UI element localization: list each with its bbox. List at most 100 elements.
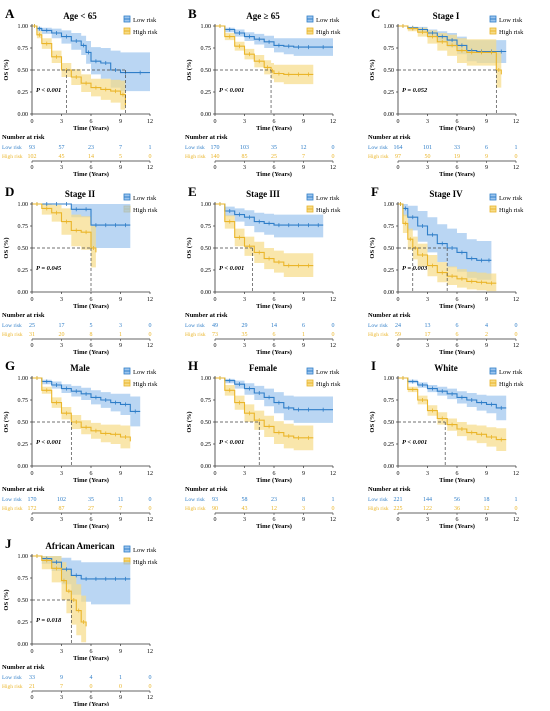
risk-row-label-low: Low risk bbox=[368, 323, 388, 329]
x-axis-label: Time (Years) bbox=[73, 125, 109, 132]
legend-high-label: High risk bbox=[316, 29, 341, 36]
km-panel-e: E Stage III Low risk High risk 0.00 0.25 0.50 0… bbox=[185, 184, 341, 356]
y-tick-label: 0.00 bbox=[384, 290, 395, 296]
risk-row-label-low: Low risk bbox=[185, 145, 205, 151]
km-panel-g: G Male Low risk High risk 0.00 0.25 0.50 0.75 1.… bbox=[2, 358, 158, 530]
risk-count-high: 6 bbox=[456, 332, 459, 338]
y-tick-label: 0.50 bbox=[201, 246, 212, 252]
legend-high-label: High risk bbox=[316, 207, 341, 214]
legend: Low risk High risk bbox=[306, 367, 341, 388]
y-axis-label: OS (%) bbox=[3, 59, 10, 80]
y-tick-label: 0.75 bbox=[18, 224, 29, 230]
risk-count-low: 170 bbox=[28, 497, 37, 503]
x-tick-label: 12 bbox=[513, 471, 519, 477]
legend-low-label: Low risk bbox=[499, 369, 523, 376]
risk-count-high: 97 bbox=[395, 154, 401, 160]
risk-x-tick-label: 0 bbox=[214, 165, 217, 171]
risk-count-low: 6 bbox=[302, 323, 305, 329]
risk-x-tick-label: 9 bbox=[302, 517, 305, 523]
risk-count-low: 144 bbox=[423, 497, 432, 503]
risk-x-tick-label: 9 bbox=[485, 517, 488, 523]
risk-count-low: 35 bbox=[271, 145, 277, 151]
risk-x-tick-label: 3 bbox=[243, 165, 246, 171]
panel-title: African American bbox=[45, 541, 114, 551]
panel-letter: G bbox=[5, 358, 15, 373]
ci-band-high bbox=[215, 204, 314, 277]
risk-count-high: 90 bbox=[212, 506, 218, 512]
risk-count-low: 12 bbox=[301, 145, 307, 151]
risk-x-tick-label: 3 bbox=[243, 517, 246, 523]
risk-count-low: 7 bbox=[119, 145, 122, 151]
x-tick-label: 6 bbox=[90, 649, 93, 655]
km-panel-c: C Stage I Low risk High risk 0.00 0.25 0.50 0.7… bbox=[368, 6, 524, 178]
risk-count-low: 18 bbox=[484, 497, 490, 503]
risk-count-high: 59 bbox=[395, 332, 401, 338]
risk-count-low: 164 bbox=[394, 145, 403, 151]
risk-count-high: 43 bbox=[242, 506, 248, 512]
risk-count-low: 5 bbox=[90, 323, 93, 329]
risk-row-label-low: Low risk bbox=[2, 497, 22, 503]
panel-letter: C bbox=[371, 6, 380, 21]
risk-x-tick-label: 0 bbox=[31, 695, 34, 701]
y-tick-label: 0.75 bbox=[18, 46, 29, 52]
y-tick-label: 0.75 bbox=[384, 46, 395, 52]
ci-band-high bbox=[32, 556, 87, 644]
risk-count-high: 172 bbox=[28, 506, 37, 512]
x-tick-label: 6 bbox=[456, 119, 459, 125]
risk-count-high: 122 bbox=[423, 506, 432, 512]
y-tick-label: 0.25 bbox=[18, 620, 29, 626]
x-tick-label: 3 bbox=[426, 471, 429, 477]
risk-count-high: 0 bbox=[149, 154, 152, 160]
km-curve-high bbox=[398, 203, 497, 284]
x-tick-label: 0 bbox=[31, 119, 34, 125]
risk-table-title: Number at risk bbox=[2, 312, 45, 319]
p-value: P = 0.018 bbox=[36, 617, 62, 624]
risk-count-low: 58 bbox=[242, 497, 248, 503]
risk-count-low: 0 bbox=[332, 323, 335, 329]
x-tick-label: 3 bbox=[426, 297, 429, 303]
risk-count-low: 33 bbox=[29, 675, 35, 681]
y-tick-label: 0.00 bbox=[201, 112, 212, 118]
legend-high-label: High risk bbox=[316, 381, 341, 388]
x-tick-label: 9 bbox=[119, 649, 122, 655]
km-curve-high bbox=[32, 203, 97, 253]
risk-table-title: Number at risk bbox=[368, 134, 411, 141]
risk-count-high: 0 bbox=[515, 332, 518, 338]
risk-x-tick-label: 0 bbox=[397, 343, 400, 349]
risk-row-label-high: High risk bbox=[368, 332, 389, 338]
legend-low-label: Low risk bbox=[316, 369, 340, 376]
x-tick-label: 3 bbox=[243, 119, 246, 125]
x-axis-label: Time (Years) bbox=[439, 477, 475, 484]
risk-x-axis-label: Time (Years) bbox=[256, 171, 292, 178]
risk-count-high: 21 bbox=[29, 684, 35, 690]
p-value: P < 0.001 bbox=[219, 439, 244, 446]
legend: Low risk High risk bbox=[306, 15, 341, 36]
x-tick-label: 6 bbox=[90, 471, 93, 477]
x-tick-label: 12 bbox=[147, 649, 153, 655]
risk-x-tick-label: 12 bbox=[147, 165, 153, 171]
x-tick-label: 9 bbox=[302, 119, 305, 125]
y-tick-label: 1.00 bbox=[201, 376, 212, 382]
risk-table-title: Number at risk bbox=[2, 664, 45, 671]
panel-title: Male bbox=[70, 363, 90, 373]
panel-title: Age ≥ 65 bbox=[246, 11, 280, 21]
ci-band-high bbox=[398, 26, 502, 95]
risk-x-axis-label: Time (Years) bbox=[73, 349, 109, 356]
x-tick-label: 0 bbox=[214, 297, 217, 303]
risk-x-tick-label: 6 bbox=[456, 343, 459, 349]
x-axis-label: Time (Years) bbox=[73, 477, 109, 484]
risk-count-low: 11 bbox=[118, 497, 124, 503]
ci-band-low bbox=[215, 204, 324, 238]
risk-count-high: 1 bbox=[119, 332, 122, 338]
risk-x-tick-label: 3 bbox=[60, 695, 63, 701]
risk-count-high: 73 bbox=[212, 332, 218, 338]
y-axis-label: OS (%) bbox=[3, 411, 10, 432]
risk-count-low: 35 bbox=[88, 497, 94, 503]
x-axis-label: Time (Years) bbox=[439, 125, 475, 132]
x-tick-label: 9 bbox=[485, 119, 488, 125]
risk-count-low: 1 bbox=[515, 497, 518, 503]
legend: Low risk High risk bbox=[489, 15, 524, 36]
risk-count-low: 1 bbox=[515, 145, 518, 151]
risk-count-low: 4 bbox=[485, 323, 488, 329]
x-tick-label: 0 bbox=[31, 649, 34, 655]
